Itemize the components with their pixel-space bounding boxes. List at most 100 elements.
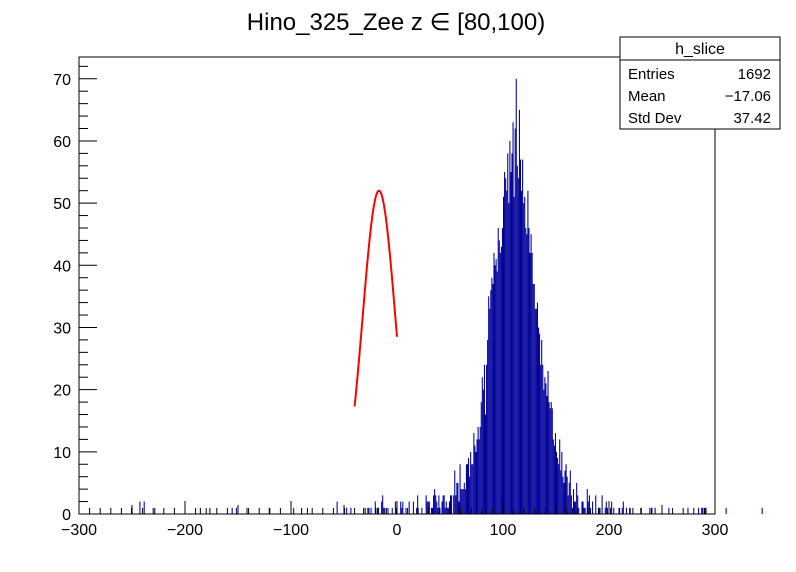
y-tick-label: 30 <box>53 320 71 337</box>
histogram-bin <box>559 439 561 514</box>
histogram-bin <box>492 283 494 514</box>
histogram-bin <box>370 507 372 514</box>
histogram-bin <box>394 501 396 514</box>
histogram-bin <box>527 190 529 514</box>
histogram-bin <box>584 507 586 514</box>
histogram-bin <box>391 507 393 514</box>
histogram-bin <box>427 501 429 514</box>
histogram-bin <box>632 507 634 514</box>
x-tick-label: −100 <box>273 522 309 539</box>
histogram-bin <box>547 370 549 514</box>
histogram-bin <box>618 507 620 514</box>
histogram-bin <box>490 290 492 514</box>
histogram-bin <box>581 501 583 514</box>
stats-stddev-value: 37.42 <box>733 110 771 127</box>
histogram-bin <box>578 507 580 514</box>
histogram-bin <box>473 433 475 514</box>
histogram-bin <box>374 501 376 514</box>
histogram-bin <box>575 501 577 514</box>
histogram-bin <box>430 507 432 514</box>
histogram-bin <box>474 445 476 514</box>
histogram-bin <box>500 246 502 514</box>
histogram-bin <box>651 507 653 514</box>
histogram-bin <box>611 501 613 514</box>
y-tick-label: 10 <box>53 445 71 462</box>
histogram-bin <box>400 501 402 514</box>
histogram-bin <box>530 234 532 514</box>
histogram-bin <box>625 507 628 514</box>
histogram-bin <box>545 383 547 514</box>
histogram-bin <box>481 377 483 514</box>
histogram-bin <box>402 501 404 514</box>
histogram-bin <box>209 507 211 514</box>
gaussian-fit <box>353 189 398 407</box>
histogram-bin <box>546 395 548 514</box>
histogram-bin <box>589 507 591 514</box>
histogram-bin <box>377 507 379 514</box>
x-tick-label: 300 <box>702 522 729 539</box>
histogram-bin <box>761 507 763 514</box>
histogram-bin <box>437 507 439 514</box>
fit-curve <box>353 189 398 407</box>
histogram-bin <box>346 507 348 514</box>
y-tick-label: 50 <box>53 196 71 213</box>
histogram-bin <box>434 489 436 514</box>
histogram-bin <box>571 507 573 514</box>
histogram-bin <box>235 507 237 514</box>
histogram-bin <box>457 482 459 514</box>
histogram-bin <box>306 507 308 514</box>
histogram-bin <box>450 495 452 514</box>
histogram-bin <box>514 128 516 514</box>
histogram-bin <box>588 495 590 514</box>
histogram-bin <box>447 507 449 514</box>
histogram-bin <box>537 327 540 514</box>
histogram-bin <box>503 196 505 514</box>
histogram-bin <box>344 507 346 514</box>
histogram-bin <box>543 389 545 514</box>
histogram-bin <box>524 196 526 514</box>
histogram-bin <box>528 227 530 515</box>
histogram-bin <box>601 495 603 514</box>
histogram-bin <box>586 489 588 514</box>
histogram-bin <box>445 501 447 514</box>
histogram-bin <box>408 501 410 514</box>
histogram-bin <box>560 470 562 514</box>
histogram-bin <box>640 507 642 514</box>
histogram-bin <box>572 489 575 514</box>
histogram-bin <box>130 507 132 514</box>
histogram-bin <box>532 283 534 514</box>
histogram-bin <box>577 495 579 514</box>
y-tick-label: 0 <box>62 507 71 524</box>
histogram-bin <box>497 227 499 515</box>
histogram-bin <box>483 364 485 514</box>
histogram-bin <box>553 445 555 514</box>
histogram-bin <box>587 501 589 514</box>
histogram-bin <box>482 389 484 514</box>
histogram-bin <box>598 507 600 514</box>
histogram-bin <box>416 507 418 514</box>
histogram-bin <box>484 414 487 514</box>
histogram-bin <box>558 464 560 514</box>
histogram-bin <box>470 451 472 514</box>
histogram-bars <box>130 78 763 515</box>
histogram-bin <box>480 402 482 514</box>
histogram-bin <box>595 495 597 514</box>
histogram-bin <box>475 451 477 514</box>
histogram-bin <box>268 507 270 514</box>
histogram-bin <box>654 507 656 514</box>
histogram-bin <box>469 476 471 514</box>
histogram-bin <box>425 495 427 514</box>
histogram-bin <box>417 495 419 514</box>
histogram-bin <box>382 495 384 514</box>
histogram-bin <box>501 227 503 515</box>
histogram-bin <box>521 190 523 514</box>
histogram-bin <box>421 507 423 514</box>
histogram-bin <box>506 190 508 514</box>
histogram-bin <box>458 501 460 514</box>
histogram-bin <box>451 495 453 514</box>
histogram-bin <box>494 265 496 514</box>
histogram-bin <box>477 426 479 514</box>
histogram-bin <box>464 489 466 514</box>
histogram-bin <box>442 495 444 514</box>
histogram-bin <box>561 451 563 514</box>
